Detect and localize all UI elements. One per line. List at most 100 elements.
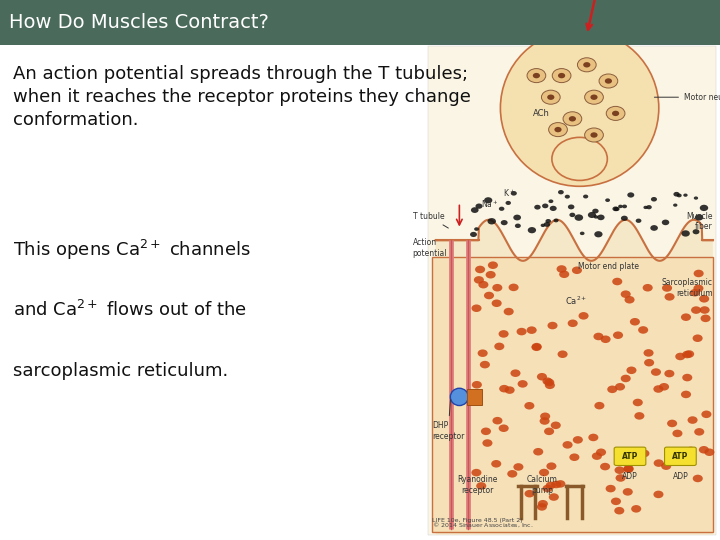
Circle shape [567, 320, 577, 327]
Circle shape [526, 326, 536, 334]
Circle shape [600, 335, 611, 343]
Circle shape [600, 463, 610, 470]
FancyBboxPatch shape [614, 447, 646, 465]
Circle shape [487, 218, 496, 225]
Circle shape [559, 271, 570, 278]
Circle shape [613, 206, 618, 211]
Circle shape [570, 454, 580, 461]
Circle shape [590, 94, 598, 100]
Circle shape [606, 106, 625, 120]
Circle shape [651, 368, 661, 376]
FancyBboxPatch shape [428, 46, 716, 535]
Circle shape [659, 383, 669, 390]
Circle shape [554, 127, 562, 132]
Circle shape [607, 386, 617, 393]
Circle shape [549, 493, 559, 501]
Text: Calcium
pump: Calcium pump [527, 475, 557, 495]
Circle shape [627, 192, 634, 198]
Circle shape [662, 284, 672, 292]
Circle shape [690, 289, 700, 296]
Circle shape [621, 291, 631, 298]
Circle shape [667, 420, 677, 427]
Circle shape [643, 284, 653, 292]
Circle shape [621, 375, 631, 382]
Circle shape [546, 462, 557, 470]
Text: ADP: ADP [622, 472, 638, 481]
Circle shape [693, 334, 703, 342]
Text: This opens Ca$^{2+}$ channels: This opens Ca$^{2+}$ channels [13, 238, 251, 262]
Circle shape [470, 232, 477, 237]
Circle shape [573, 436, 583, 444]
Circle shape [616, 474, 626, 482]
Circle shape [590, 132, 598, 138]
Circle shape [549, 123, 567, 137]
Circle shape [525, 490, 535, 497]
Circle shape [499, 385, 509, 393]
Circle shape [685, 447, 696, 454]
Circle shape [695, 214, 703, 220]
Circle shape [580, 232, 585, 235]
Circle shape [623, 488, 633, 496]
Circle shape [541, 224, 545, 227]
Text: ATP: ATP [622, 452, 638, 461]
Circle shape [624, 465, 634, 472]
Circle shape [622, 205, 627, 208]
Circle shape [593, 333, 603, 340]
Circle shape [504, 308, 514, 315]
Circle shape [615, 383, 625, 390]
Circle shape [672, 430, 683, 437]
Circle shape [499, 207, 505, 211]
Circle shape [665, 370, 675, 377]
Circle shape [498, 330, 508, 338]
Circle shape [472, 381, 482, 389]
FancyBboxPatch shape [467, 389, 482, 405]
Circle shape [613, 332, 623, 339]
Text: T tubule: T tubule [413, 212, 449, 228]
Text: ACh: ACh [533, 109, 549, 118]
Circle shape [539, 417, 549, 425]
Circle shape [500, 220, 508, 225]
Ellipse shape [451, 388, 469, 406]
FancyBboxPatch shape [665, 447, 696, 465]
Circle shape [505, 386, 515, 394]
Circle shape [593, 208, 598, 213]
Circle shape [646, 205, 652, 210]
Circle shape [597, 214, 605, 220]
Circle shape [558, 73, 565, 78]
Circle shape [472, 305, 482, 312]
Circle shape [481, 428, 491, 435]
Text: $\copyright$ 2014 Sinauer Associates, Inc.: $\copyright$ 2014 Sinauer Associates, In… [432, 521, 534, 529]
Circle shape [673, 192, 680, 197]
Circle shape [510, 369, 521, 377]
Circle shape [507, 470, 517, 477]
Circle shape [537, 373, 547, 381]
Circle shape [681, 390, 691, 398]
Circle shape [654, 491, 664, 498]
Circle shape [699, 295, 709, 302]
Circle shape [583, 62, 590, 68]
Ellipse shape [500, 30, 659, 186]
Text: Motor neuron: Motor neuron [654, 93, 720, 102]
Circle shape [544, 379, 554, 386]
Circle shape [557, 265, 567, 273]
Circle shape [471, 207, 479, 213]
Circle shape [534, 448, 544, 456]
Circle shape [547, 322, 557, 329]
Circle shape [606, 485, 616, 492]
Circle shape [612, 278, 622, 285]
Circle shape [588, 434, 598, 441]
Circle shape [621, 215, 628, 221]
Circle shape [516, 328, 526, 335]
Circle shape [545, 382, 555, 389]
Circle shape [505, 201, 511, 205]
Circle shape [475, 266, 485, 273]
Circle shape [624, 465, 634, 473]
FancyBboxPatch shape [0, 45, 720, 540]
Circle shape [537, 503, 547, 511]
Circle shape [704, 448, 714, 456]
Text: Na$^+$: Na$^+$ [481, 198, 498, 210]
Circle shape [585, 90, 603, 104]
Text: ADP: ADP [672, 472, 688, 481]
Circle shape [482, 439, 492, 447]
Circle shape [605, 78, 612, 84]
